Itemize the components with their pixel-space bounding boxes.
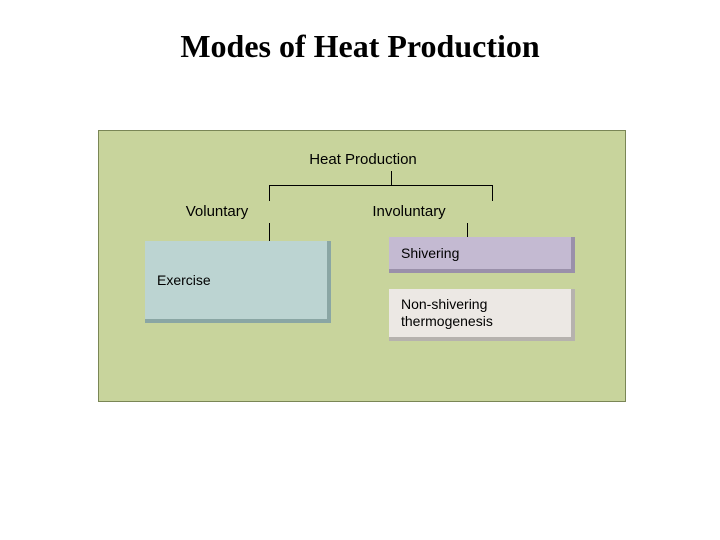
connector-line <box>269 185 493 186</box>
node-heat-production: Heat Production <box>293 151 433 168</box>
slide-title: Modes of Heat Production <box>0 28 720 65</box>
connector-line <box>467 223 468 237</box>
leaf-shivering: Shivering <box>389 237 575 273</box>
node-voluntary: Voluntary <box>167 203 267 220</box>
leaf-nonshivering: Non-shivering thermogenesis <box>389 289 575 341</box>
connector-line <box>492 185 493 201</box>
diagram-panel: Heat Production Voluntary Involuntary Ex… <box>98 130 626 402</box>
connector-line <box>391 171 392 185</box>
connector-line <box>269 223 270 241</box>
connector-line <box>269 185 270 201</box>
leaf-exercise: Exercise <box>145 241 331 323</box>
node-involuntary: Involuntary <box>354 203 464 220</box>
